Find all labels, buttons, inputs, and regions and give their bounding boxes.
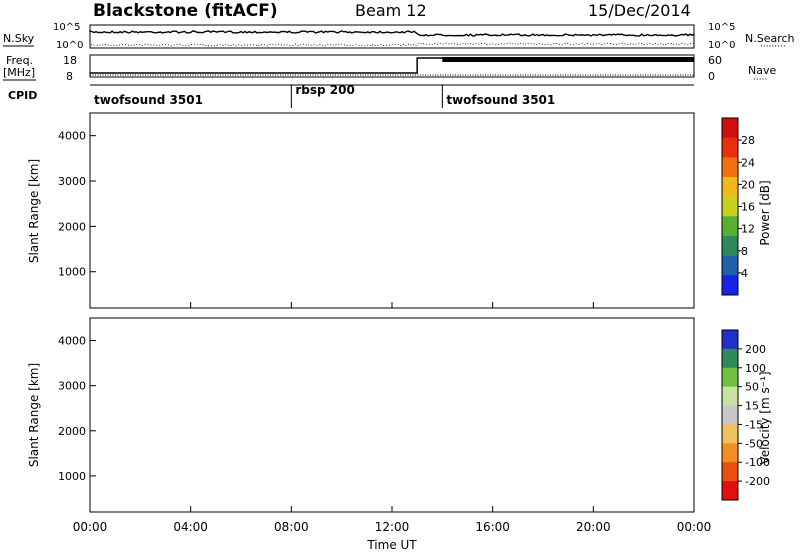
- nave-tick-bottom: 0: [708, 70, 715, 83]
- y-tick-label: 1000: [58, 470, 86, 483]
- power-y-label: Slant Range [km]: [27, 159, 41, 263]
- colorbar-segment: [722, 236, 738, 256]
- cpid-segment-label: twofsound 3501: [94, 93, 203, 107]
- nsky-label: N.Sky: [3, 32, 35, 45]
- velocity-y-label: Slant Range [km]: [27, 363, 41, 467]
- colorbar-segment: [722, 348, 738, 369]
- nsearch-label: N.Search: [745, 32, 795, 45]
- freq-trace: [90, 57, 694, 76]
- colorbar-segment: [722, 481, 738, 501]
- colorbar-tick-label: -50: [745, 437, 763, 450]
- velocity-panel-frame: [89, 317, 695, 513]
- colorbar-segment: [722, 405, 738, 425]
- date-title: 15/Dec/2014: [588, 1, 691, 20]
- colorbar-tick-label: -200: [745, 475, 770, 488]
- y-tick-label: 2000: [58, 425, 86, 438]
- colorbar-tick-label: 20: [741, 178, 755, 191]
- velocity-y-axis: 1000 2000 3000 4000: [58, 335, 96, 483]
- colorbar-segment: [722, 275, 738, 296]
- colorbar-segment: [722, 157, 738, 178]
- power-colorbar-label: Power [dB]: [758, 180, 772, 245]
- y-tick-label: 2000: [58, 220, 86, 233]
- x-tick-label: 20:00: [576, 520, 611, 534]
- nsky-tick-bottom: 10^0: [56, 40, 83, 51]
- colorbar-tick-label: 100: [745, 362, 766, 375]
- time-x-axis: 00:00 04:00 08:00 12:00 16:00 20:00 00:00: [73, 302, 712, 534]
- colorbar-segment: [722, 386, 738, 406]
- colorbar-segment: [722, 137, 738, 158]
- nsky-trace: [89, 30, 695, 47]
- nsky-panel-frame: [89, 24, 695, 49]
- colorbar-tick-label: 50: [745, 381, 759, 394]
- y-tick-label: 1000: [58, 266, 86, 279]
- x-tick-label: 04:00: [173, 520, 208, 534]
- colorbar-tick-label: 12: [741, 223, 755, 236]
- cpid-segment-label: rbsp 200: [295, 83, 354, 97]
- x-tick-label: 08:00: [274, 520, 309, 534]
- nsearch-tick-bottom: 10^0: [708, 40, 735, 51]
- nave-dots: ·····: [753, 75, 767, 85]
- power-panel-frame: [89, 112, 695, 309]
- velocity-colorbar: 200 100 50 15 -15 -50 -100 -200: [721, 329, 770, 501]
- cpid-segments: twofsound 3501 rbsp 200 twofsound 3501: [94, 83, 555, 108]
- colorbar-tick-label: 4: [741, 267, 748, 280]
- nave-block: [442, 57, 694, 62]
- x-tick-label: 00:00: [73, 520, 108, 534]
- colorbar-segment: [722, 424, 738, 444]
- cpid-segment-label: twofsound 3501: [446, 93, 555, 107]
- velocity-colorbar-label: Velocity [m s⁻¹]: [758, 371, 772, 464]
- nsearch-line: [89, 42, 695, 47]
- colorbar-segment: [722, 216, 738, 237]
- x-axis-label: Time UT: [366, 538, 417, 552]
- colorbar-frame: [721, 329, 739, 501]
- x-tick-label: 12:00: [375, 520, 410, 534]
- colorbar-tick-label: 200: [745, 343, 766, 356]
- freq-tick-bottom: 8: [66, 70, 73, 83]
- colorbar-tick-label: -100: [745, 456, 770, 469]
- colorbar-segment: [722, 330, 738, 350]
- freq-tick-top: 18: [63, 54, 77, 67]
- colorbar-segment: [722, 443, 738, 463]
- cpid-label: CPID: [8, 89, 37, 102]
- colorbar-tick-label: -15: [745, 418, 763, 431]
- colorbar-tick-label: 15: [745, 400, 759, 413]
- colorbar-segment: [722, 196, 738, 217]
- nave-label: Nave: [748, 64, 776, 77]
- x-tick-label: 00:00: [677, 520, 712, 534]
- freq-unit: [MHz]: [3, 66, 35, 79]
- nave-tick-top: 60: [708, 54, 722, 67]
- power-y-axis: 1000 2000 3000 4000: [58, 130, 96, 279]
- nsearch-tick-top: 10^5: [708, 22, 735, 33]
- colorbar-segment: [722, 367, 738, 387]
- colorbar-segment: [722, 118, 738, 138]
- y-tick-label: 3000: [58, 175, 86, 188]
- y-tick-label: 4000: [58, 130, 86, 143]
- x-tick-label: 16:00: [475, 520, 510, 534]
- colorbar-tick-label: 16: [741, 201, 755, 214]
- colorbar-tick-label: 24: [741, 156, 755, 169]
- colorbar-tick-label: 28: [741, 134, 755, 147]
- freq-panel-frame: [89, 54, 695, 78]
- y-tick-label: 3000: [58, 380, 86, 393]
- beam-title: Beam 12: [355, 1, 427, 20]
- colorbar-segment: [722, 177, 738, 197]
- nsky-tick-top: 10^5: [53, 22, 80, 33]
- station-title: Blackstone (fitACF): [93, 1, 278, 21]
- nsky-line: [89, 30, 695, 37]
- colorbar-segment: [722, 462, 738, 482]
- nsearch-dots: ·········: [760, 42, 786, 52]
- colorbar-tick-label: 8: [741, 245, 748, 258]
- freq-label: Freq.: [6, 54, 33, 67]
- y-tick-label: 4000: [58, 335, 86, 348]
- power-colorbar: 4 8 12 16 20 24 28: [721, 117, 755, 296]
- colorbar-segment: [722, 255, 738, 276]
